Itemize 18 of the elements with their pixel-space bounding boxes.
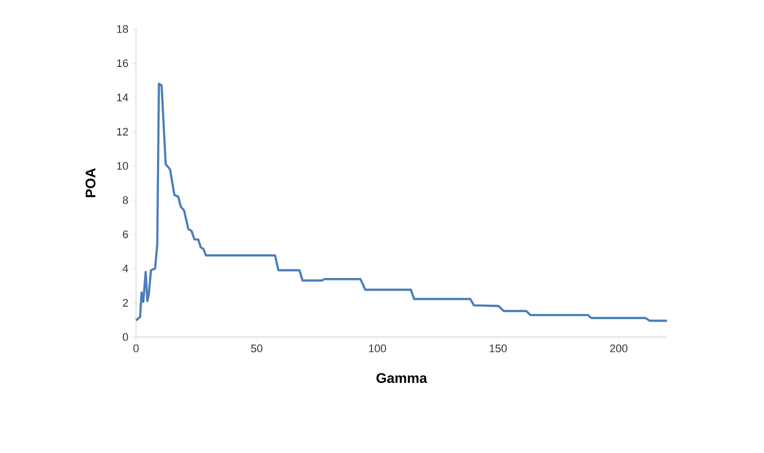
y-tick-label: 0: [122, 333, 128, 341]
x-tick-label: 100: [369, 344, 386, 352]
y-tick-label: 14: [117, 94, 128, 102]
y-tick-label: 16: [117, 59, 128, 68]
y-tick-label: 8: [122, 196, 128, 204]
x-tick-label: 200: [610, 344, 628, 352]
x-axis-title: Gamma: [376, 373, 428, 383]
y-tick-label: 4: [122, 264, 128, 272]
x-tick-label: 150: [490, 344, 507, 352]
x-tick-label: 0: [133, 344, 139, 352]
y-tick-label: 2: [122, 298, 128, 307]
y-tick-label: 6: [122, 230, 128, 238]
x-tick-label: 50: [251, 344, 262, 352]
y-axis-title: POA: [86, 168, 96, 198]
y-tick-label: 12: [117, 128, 128, 136]
y-tick-label: 10: [117, 162, 128, 170]
line-series: [134, 82, 668, 322]
y-tick-label: 18: [117, 25, 128, 33]
